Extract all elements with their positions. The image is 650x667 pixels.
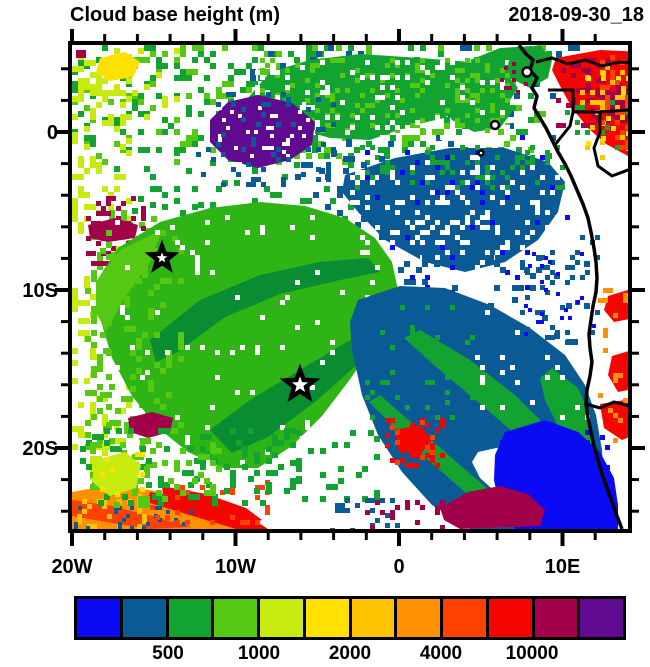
y-tick-label: 0 [47, 122, 58, 144]
station-star-marker [279, 363, 321, 403]
axis-tick-labels: 20W 10W 0 10E 0 10S 20S [22, 122, 580, 578]
colorbar-cell [214, 599, 257, 637]
colorbar-cell [580, 599, 623, 637]
plot-title: Cloud base height (m) [70, 4, 280, 26]
colorbar-tick-label: 2000 [328, 643, 372, 664]
colorbar-tick-label: 500 [152, 643, 184, 664]
colorbar-cell [122, 599, 166, 637]
colorbar-cell [260, 599, 303, 637]
cloud-field-layer [72, 45, 628, 529]
colorbar-tick-label: 1000 [237, 643, 281, 664]
colorbar-cell [305, 599, 349, 637]
x-tick-label: 10E [545, 556, 581, 578]
colorbar-tick-label: 10000 [505, 643, 559, 664]
x-tick-label: 20W [51, 556, 92, 578]
colorbar-cell [534, 599, 578, 637]
y-tick-label: 20S [22, 438, 58, 460]
colorbar-cell [488, 599, 532, 637]
colorbar-cell [397, 599, 440, 637]
station-star-marker [144, 239, 180, 273]
x-tick-label: 0 [393, 556, 404, 578]
y-tick-label: 10S [22, 280, 58, 302]
plot-timestamp: 2018-09-30_18 [508, 4, 644, 26]
colorbar-cell [351, 599, 395, 637]
colorbar-cell [443, 599, 486, 637]
coastline-borders [477, 45, 628, 529]
x-tick-label: 10W [215, 556, 256, 578]
colorbar-cell [77, 599, 120, 637]
colorbar-tick-label: 4000 [419, 643, 463, 664]
colorbar [74, 596, 626, 640]
colorbar-cell [168, 599, 212, 637]
map-frame [68, 41, 632, 533]
axis-ticks [55, 29, 645, 546]
